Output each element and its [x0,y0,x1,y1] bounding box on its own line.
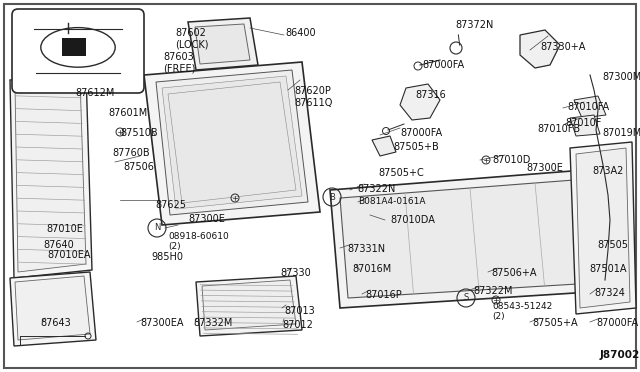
Text: S: S [463,294,468,302]
Polygon shape [10,272,96,346]
Polygon shape [15,276,90,340]
Polygon shape [202,280,296,330]
Polygon shape [144,62,320,225]
Text: 87322M: 87322M [473,286,513,296]
Text: 87602
(LOCK): 87602 (LOCK) [175,28,209,49]
Text: 87300E: 87300E [188,214,225,224]
Text: 87324: 87324 [594,288,625,298]
Text: N: N [154,224,160,232]
Polygon shape [570,115,600,136]
FancyBboxPatch shape [4,4,636,368]
Text: 985H0: 985H0 [151,252,183,262]
Polygon shape [400,84,440,120]
Text: 87372N: 87372N [455,20,493,30]
Text: 87505+A: 87505+A [532,318,578,328]
Text: 87505: 87505 [597,240,628,250]
Text: 87506: 87506 [123,162,154,172]
Polygon shape [576,148,630,308]
Polygon shape [570,142,636,314]
Text: 87316: 87316 [415,90,445,100]
Text: 87601M: 87601M [108,108,147,118]
Text: 87501A: 87501A [589,264,627,274]
Polygon shape [372,136,396,156]
Text: 87505+B: 87505+B [393,142,439,152]
Ellipse shape [41,28,115,67]
Text: 87625: 87625 [155,200,186,210]
Text: 87300M: 87300M [602,72,640,82]
Bar [62,38,86,56]
Text: J87002L1: J87002L1 [600,350,640,360]
Text: 87000FA: 87000FA [422,60,464,70]
Polygon shape [168,82,296,203]
Text: B: B [329,192,335,202]
Polygon shape [520,30,560,68]
Text: 87016M: 87016M [352,264,391,274]
FancyBboxPatch shape [12,9,144,93]
Text: 87010E: 87010E [46,224,83,234]
Text: 87510B: 87510B [120,128,157,138]
Text: 87330: 87330 [280,268,311,278]
Text: 08918-60610
(2): 08918-60610 (2) [168,232,228,251]
Text: 87611Q: 87611Q [294,98,332,108]
Text: 87019M: 87019M [602,128,640,138]
Text: 87330+A: 87330+A [540,42,586,52]
Text: 87760B: 87760B [112,148,150,158]
Text: 87331N: 87331N [347,244,385,254]
Text: 87643: 87643 [40,318,71,328]
Text: 87506+A: 87506+A [491,268,536,278]
Text: 87300E: 87300E [526,163,563,173]
Text: B081A4-0161A: B081A4-0161A [358,197,426,206]
Text: 873A2: 873A2 [592,166,623,176]
Polygon shape [196,276,302,336]
Polygon shape [188,18,258,70]
Text: 87010FA: 87010FA [567,102,609,112]
Polygon shape [330,168,622,308]
Text: 87332M: 87332M [193,318,232,328]
Polygon shape [10,72,92,278]
Text: 87000FA: 87000FA [596,318,638,328]
Text: 87010F: 87010F [565,118,602,128]
Text: 87010DA: 87010DA [390,215,435,225]
Text: 87300EA: 87300EA [140,318,184,328]
Polygon shape [574,96,606,118]
Text: 87640: 87640 [43,240,74,250]
Text: 87010FB: 87010FB [537,124,580,134]
Polygon shape [340,178,610,298]
Text: 87603
(FREE): 87603 (FREE) [163,52,195,74]
Text: 86400: 86400 [285,28,316,38]
Text: 87620P: 87620P [294,86,331,96]
Text: 87012: 87012 [282,320,313,330]
Polygon shape [15,78,86,272]
Text: 87505+C: 87505+C [378,168,424,178]
Polygon shape [156,70,308,215]
Text: 87016P: 87016P [365,290,402,300]
Text: 87322N: 87322N [357,184,396,194]
Text: 87000FA: 87000FA [400,128,442,138]
Text: 87010EA: 87010EA [47,250,90,260]
Polygon shape [162,76,302,209]
Text: 87013: 87013 [284,306,315,316]
Text: 87010D: 87010D [492,155,531,165]
Polygon shape [195,24,250,64]
Text: 08543-51242
(2): 08543-51242 (2) [492,302,552,321]
Text: 87612M: 87612M [75,88,115,98]
